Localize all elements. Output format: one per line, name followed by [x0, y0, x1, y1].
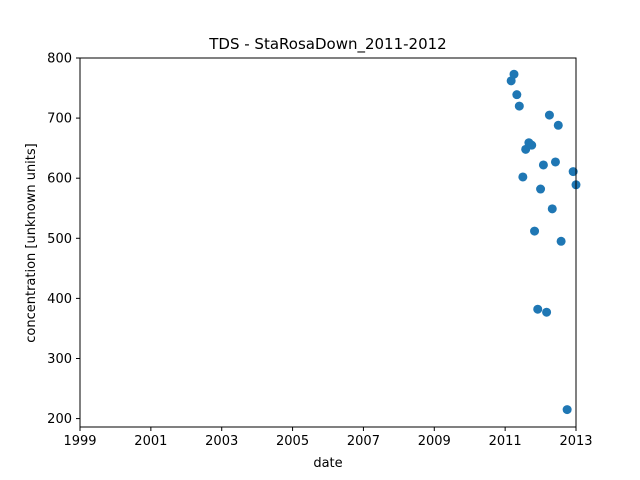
x-tick-label: 2013: [559, 434, 592, 449]
x-tick-label: 2003: [205, 434, 238, 449]
x-tick-label: 2011: [489, 434, 522, 449]
y-tick-label: 300: [47, 352, 72, 367]
x-tick-label: 2005: [276, 434, 309, 449]
data-point: [556, 236, 566, 246]
data-point: [538, 160, 548, 170]
data-point: [527, 140, 537, 150]
data-point: [512, 90, 522, 100]
data-point: [568, 167, 578, 177]
y-tick-label: 500: [47, 232, 72, 247]
y-tick-label: 200: [47, 412, 72, 427]
data-point: [553, 120, 563, 130]
data-point: [514, 101, 524, 111]
x-tick-label: 2007: [347, 434, 380, 449]
plot-frame: [79, 57, 577, 428]
data-point: [542, 307, 552, 317]
y-tick-label: 400: [47, 292, 72, 307]
y-axis-label: concentration [unknown units]: [24, 143, 39, 342]
x-tick-label: 1999: [63, 434, 96, 449]
data-point: [550, 157, 560, 167]
data-point: [518, 172, 528, 182]
data-point: [530, 226, 540, 236]
x-axis: 1999 2001 2003 2005 2007 2009 2011 2013: [63, 427, 593, 449]
x-tick-label: 2009: [418, 434, 451, 449]
x-tick-label: 2001: [134, 434, 167, 449]
data-point: [509, 69, 519, 79]
y-tick-label: 800: [47, 52, 72, 67]
x-axis-label: date: [313, 456, 342, 471]
chart-title: TDS - StaRosaDown_2011-2012: [208, 35, 446, 54]
y-tick-label: 600: [47, 172, 72, 187]
data-point: [547, 204, 557, 214]
y-axis: 200 300 400 500 600 700 800: [47, 52, 80, 427]
data-point: [544, 110, 554, 120]
y-tick-label: 700: [47, 112, 72, 127]
data-point: [536, 184, 546, 194]
data-point: [562, 405, 572, 415]
data-point: [533, 304, 543, 314]
data-points: [506, 69, 581, 415]
